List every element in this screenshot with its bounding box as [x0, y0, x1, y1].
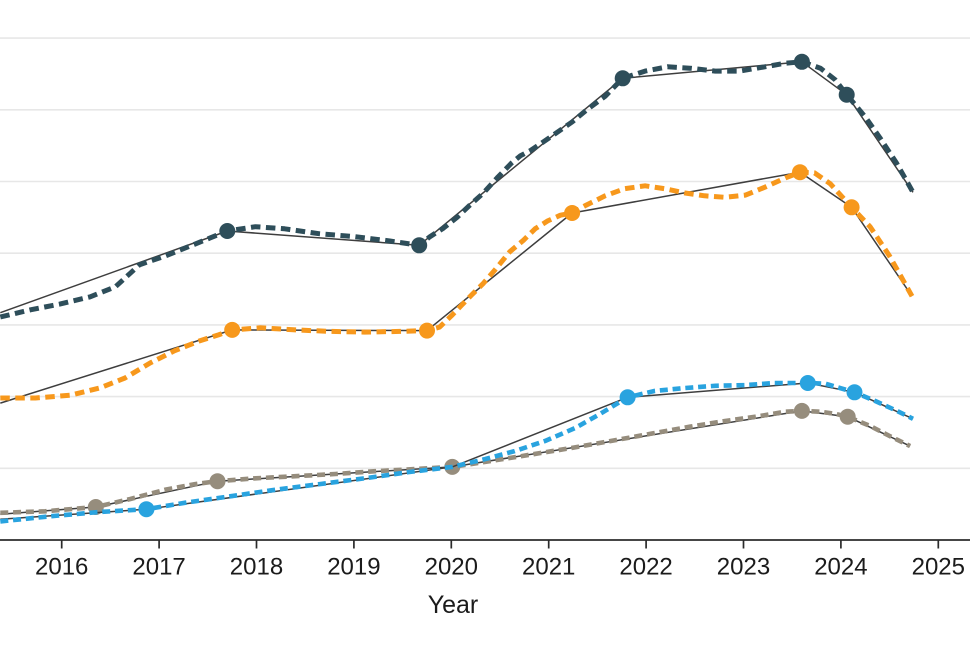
series-orange-marker	[843, 199, 860, 216]
series-orange-marker	[419, 322, 435, 339]
x-axis-tick-label: 2018	[230, 554, 283, 581]
series-dark-teal-marker	[411, 237, 428, 254]
series-sky-blue	[0, 375, 915, 524]
x-axis-tick-label: 2021	[522, 554, 575, 581]
x-axis-tick-label: 2024	[814, 554, 867, 581]
series-dark-teal-marker	[614, 70, 631, 87]
series-dark-teal	[0, 53, 916, 320]
x-axis-tick-label: 2023	[717, 554, 770, 581]
series-orange-marker	[792, 164, 808, 181]
x-axis-tick-label: 2017	[132, 554, 185, 581]
series-dark-teal-reported-line	[0, 59, 916, 320]
series-orange-marker	[564, 205, 581, 221]
series-dark-teal-marker	[838, 86, 855, 103]
series-orange-marker	[224, 321, 241, 338]
x-axis-tick-label: 2025	[912, 554, 965, 581]
series-sky-blue-reported-line	[0, 380, 915, 524]
x-axis-tick-label: 2019	[327, 554, 380, 581]
series-taupe-marker	[793, 402, 810, 419]
series-dark-teal-trend-line	[0, 61, 914, 314]
x-axis-tick-label: 2016	[35, 554, 88, 581]
x-axis: 2016 2017 2018 2019 2020 2021 2022 2023 2024 2025…	[0, 539, 970, 619]
series-dark-teal-marker	[793, 53, 810, 70]
series-orange	[0, 164, 915, 404]
series-sky-blue-marker	[846, 384, 863, 401]
series-dark-teal-marker	[219, 223, 236, 239]
series-orange-reported-line	[0, 169, 915, 401]
series-sky-blue-marker	[138, 501, 155, 518]
gridlines	[0, 37, 970, 470]
x-axis-title: Year	[428, 591, 479, 619]
series-taupe	[0, 402, 912, 516]
series-sky-blue-marker	[799, 375, 816, 391]
series-taupe-reported-line	[0, 408, 912, 516]
x-axis-tick-label: 2022	[619, 554, 672, 581]
series-taupe-marker	[839, 408, 856, 425]
series-sky-blue-marker	[619, 389, 636, 406]
x-axis-tick-label: 2020	[425, 554, 478, 581]
series-taupe-marker	[209, 473, 226, 490]
